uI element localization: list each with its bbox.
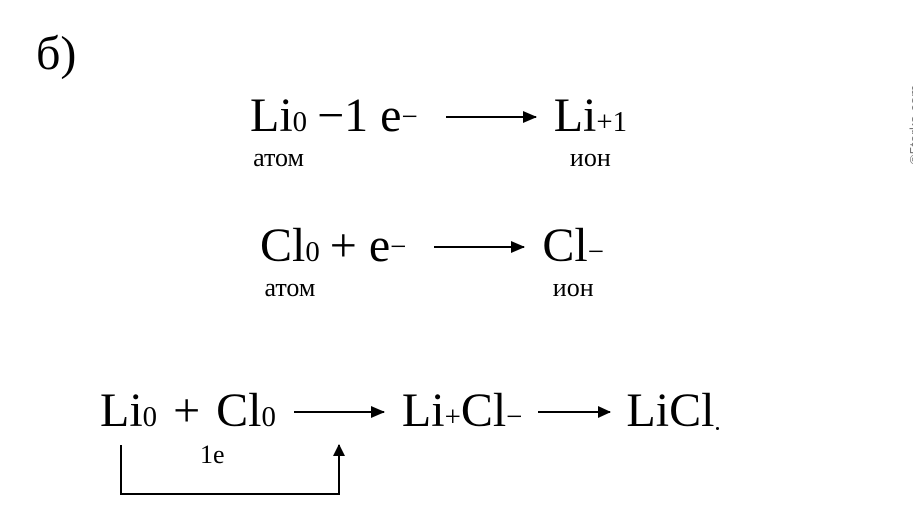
eq3-d-text: LiCl <box>626 385 714 438</box>
eq1-lhs-sub: атом <box>253 145 304 171</box>
eq2-lhs: Cl0 атом <box>260 220 320 301</box>
eq1-rhs-sub: ион <box>570 145 611 171</box>
equation-2: Cl0 атом + e− Cl− ион <box>260 220 604 301</box>
eq1-op-text: −1 e <box>317 90 401 143</box>
eq2-rhs-elem: Cl <box>542 220 587 273</box>
electron-transfer-bracket: 1e <box>120 445 340 495</box>
eq2-arrow <box>416 220 542 273</box>
equation-3: Li0 + Cl0 Li+Cl− LiCl <box>100 385 719 438</box>
bracket-bottom <box>120 493 340 495</box>
bracket-arrowhead <box>333 444 345 456</box>
eq1-lhs: Li0 атом <box>250 90 307 171</box>
eq2-rhs: Cl− ион <box>542 220 604 301</box>
eq3-plus: + <box>157 385 216 438</box>
bracket-label: 1e <box>200 440 225 470</box>
eq2-op: + e− <box>320 220 417 273</box>
bracket-left <box>120 445 122 495</box>
watermark: ©5terka.com <box>907 85 913 165</box>
eq1-rhs: Li+1 ион <box>554 90 627 171</box>
eq2-lhs-elem: Cl <box>260 220 305 273</box>
eq1-op: −1 e− <box>307 90 428 143</box>
equation-1: Li0 атом −1 e− Li+1 ион <box>250 90 627 171</box>
eq3-c1-elem: Li <box>402 385 445 438</box>
eq1-rhs-elem: Li <box>554 90 597 143</box>
eq2-rhs-sub: ион <box>553 275 594 301</box>
eq2-op-text: + e <box>330 220 390 273</box>
eq3-arrow-2 <box>522 385 626 438</box>
stray-dot <box>716 427 719 430</box>
eq1-arrow <box>428 90 554 143</box>
eq2-lhs-sub: атом <box>264 275 315 301</box>
eq3-b-elem: Cl <box>216 385 261 438</box>
eq3-c: Li+Cl− <box>402 385 523 438</box>
eq3-arrow-1 <box>276 385 402 438</box>
eq3-a: Li0 <box>100 385 157 438</box>
eq3-b: Cl0 <box>216 385 276 438</box>
eq3-d: LiCl <box>626 385 719 438</box>
eq3-a-elem: Li <box>100 385 143 438</box>
eq3-c2-elem: Cl <box>461 385 506 438</box>
section-label: б) <box>36 26 76 81</box>
eq1-lhs-elem: Li <box>250 90 293 143</box>
